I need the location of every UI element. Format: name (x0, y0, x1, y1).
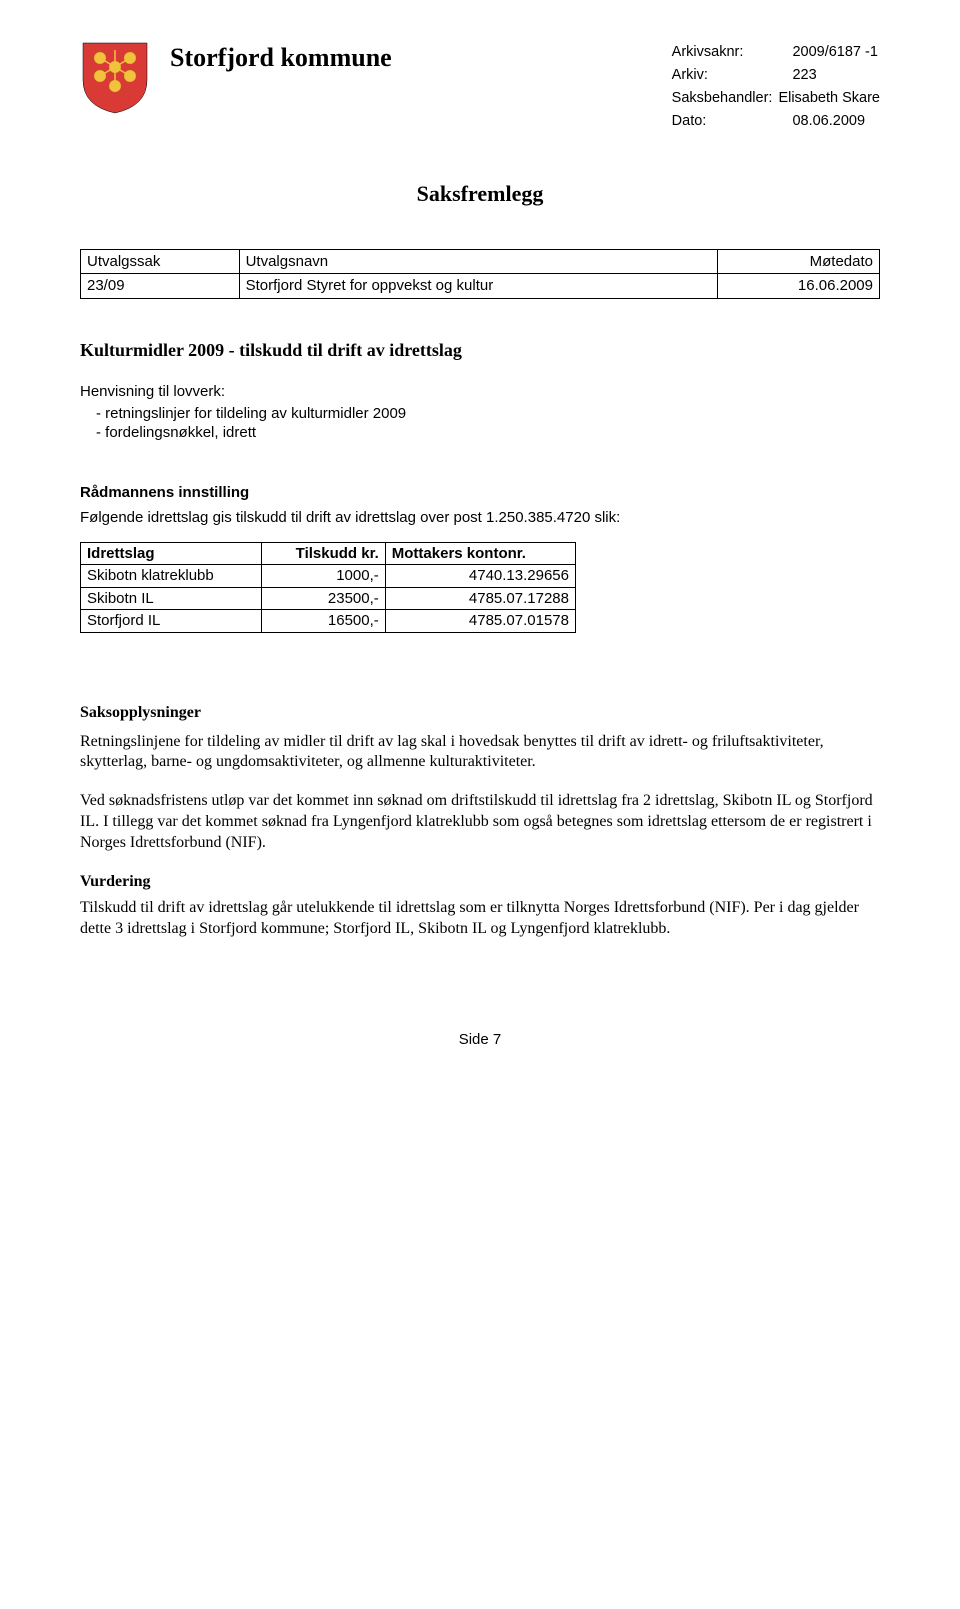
col-utvalgsnavn: Utvalgsnavn (239, 249, 718, 274)
col-motedato: Møtedato (718, 249, 880, 274)
table-header-row: Idrettslag Tilskudd kr. Mottakers konton… (81, 542, 576, 565)
header: Storfjord kommune Arkivsaknr: 2009/6187 … (80, 40, 880, 130)
kr-value: 23500,- (261, 587, 385, 610)
dato-label: Dato: (672, 112, 773, 131)
col-konto: Mottakers kontonr. (385, 542, 575, 565)
vurdering-heading: Vurdering (80, 872, 880, 893)
saksopplys-p2: Ved søknadsfristens utløp var det kommet… (80, 791, 880, 853)
kommune-name: Storfjord kommune (170, 41, 652, 75)
col-tilskudd: Tilskudd kr. (261, 542, 385, 565)
page-footer: Side 7 (80, 1030, 880, 1050)
title-column: Storfjord kommune (170, 40, 652, 75)
henvisning-label: Henvisning til lovverk: (80, 382, 880, 402)
saksbehandler-value: Elisabeth Skare (778, 89, 880, 108)
list-item: fordelingsnøkkel, idrett (110, 423, 880, 443)
meta-block: Arkivsaknr: 2009/6187 -1 Arkiv: 223 Saks… (672, 40, 880, 130)
saksbehandler-label: Saksbehandler: (672, 89, 773, 108)
arkiv-label: Arkiv: (672, 66, 773, 85)
list-item: retningslinjer for tildeling av kulturmi… (110, 404, 880, 424)
lag-value: Storfjord IL (81, 610, 262, 633)
arkivsaknr-label: Arkivsaknr: (672, 43, 773, 62)
case-title: Kulturmidler 2009 - tilskudd til drift a… (80, 339, 880, 362)
col-idrettslag: Idrettslag (81, 542, 262, 565)
konto-value: 4785.07.01578 (385, 610, 575, 633)
saksfremlegg-heading: Saksfremlegg (80, 180, 880, 209)
table-row: Skibotn IL 23500,- 4785.07.17288 (81, 587, 576, 610)
konto-value: 4785.07.17288 (385, 587, 575, 610)
radmannens-intro: Følgende idrettslag gis tilskudd til dri… (80, 508, 880, 528)
henvisning-list: retningslinjer for tildeling av kulturmi… (80, 404, 880, 443)
vurdering-p: Tilskudd til drift av idrettslag går ute… (80, 898, 880, 940)
arkivsaknr-value: 2009/6187 -1 (778, 43, 880, 62)
kr-value: 16500,- (261, 610, 385, 633)
dato-value: 08.06.2009 (778, 112, 880, 131)
table-row: Storfjord IL 16500,- 4785.07.01578 (81, 610, 576, 633)
konto-value: 4740.13.29656 (385, 565, 575, 588)
saksopplysninger-heading: Saksopplysninger (80, 703, 880, 724)
table-row: Skibotn klatreklubb 1000,- 4740.13.29656 (81, 565, 576, 588)
lag-value: Skibotn klatreklubb (81, 565, 262, 588)
crest-icon (80, 40, 150, 115)
tilskudd-table: Idrettslag Tilskudd kr. Mottakers konton… (80, 542, 576, 633)
table-row: 23/09 Storfjord Styret for oppvekst og k… (81, 274, 880, 299)
saksopplys-p1: Retningslinjene for tildeling av midler … (80, 732, 880, 774)
lag-value: Skibotn IL (81, 587, 262, 610)
kr-value: 1000,- (261, 565, 385, 588)
utvalgssak-value: 23/09 (81, 274, 240, 299)
motedato-value: 16.06.2009 (718, 274, 880, 299)
radmannens-heading: Rådmannens innstilling (80, 483, 880, 503)
arkiv-value: 223 (778, 66, 880, 85)
table-header-row: Utvalgssak Utvalgsnavn Møtedato (81, 249, 880, 274)
utvalgsnavn-value: Storfjord Styret for oppvekst og kultur (239, 274, 718, 299)
col-utvalgssak: Utvalgssak (81, 249, 240, 274)
utvalg-table: Utvalgssak Utvalgsnavn Møtedato 23/09 St… (80, 249, 880, 299)
